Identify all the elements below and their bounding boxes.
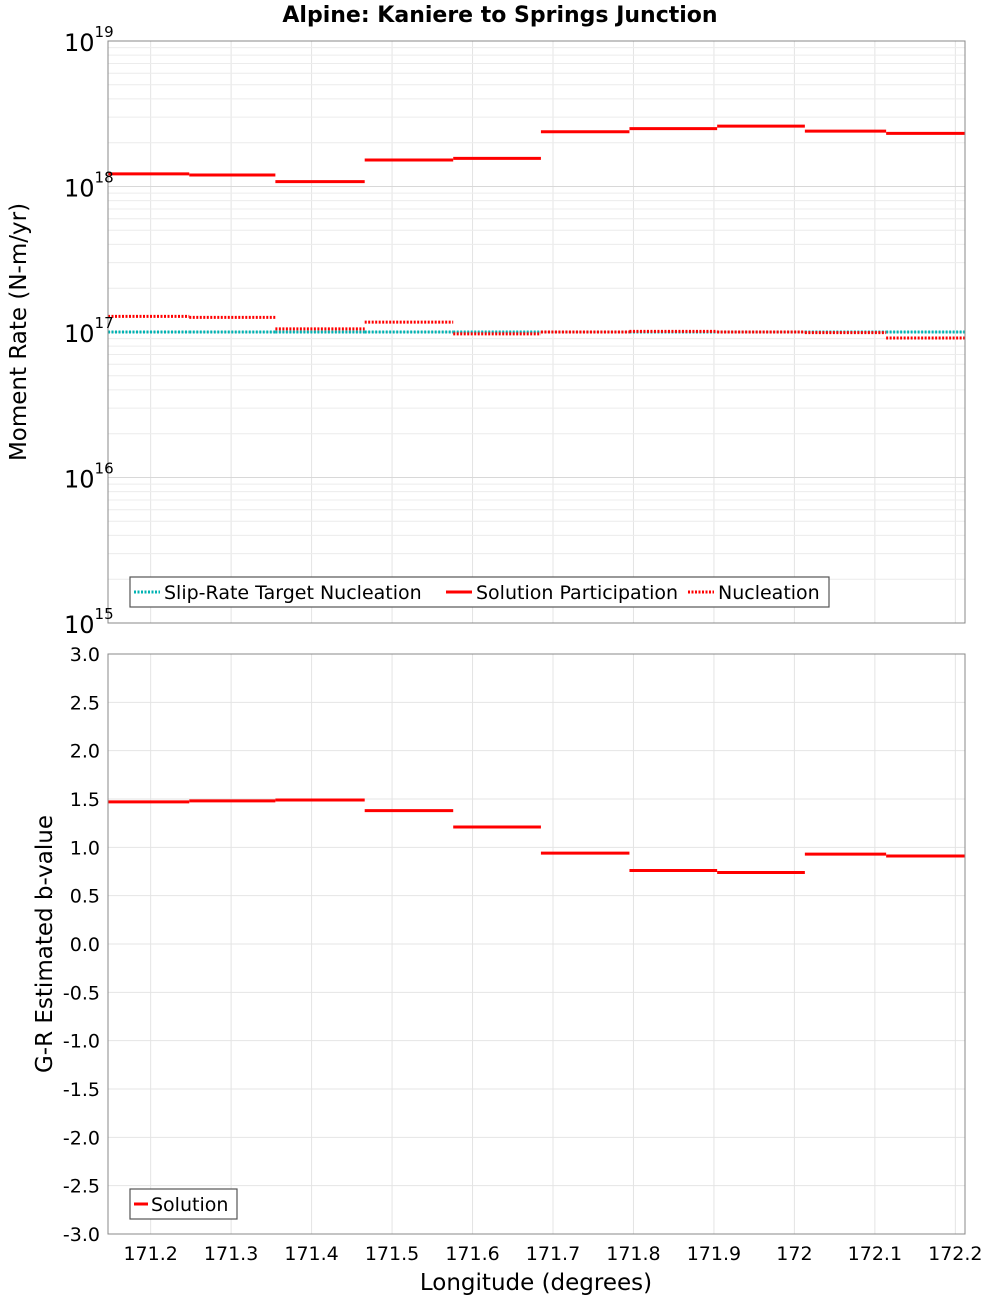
chart-title: Alpine: Kaniere to Springs Junction (282, 3, 717, 28)
top-y-tick-label: 1015 (64, 605, 114, 639)
bottom-y-tick-label: 2.0 (70, 741, 100, 763)
bottom-legend-item: Solution (134, 1194, 228, 1216)
top-y-tick-label: 1017 (64, 314, 114, 348)
top-legend-label: Nucleation (718, 582, 820, 604)
x-tick-label: 171.9 (687, 1243, 741, 1265)
bottom-series-1 (108, 798, 965, 874)
bottom-y-ticks: -3.0 -2.5 -2.0 -1.5 -1.0 -0.5 0.0 0.5 1.0 1.5 2.0 2… (63, 644, 100, 1246)
top-plot-frame (107, 40, 966, 624)
x-tick-label: 171.5 (365, 1243, 419, 1265)
top-y-ticks: 1015 1016 1017 1018 1019 (64, 23, 114, 639)
bottom-y-tick-label: 3.0 (70, 644, 100, 666)
bottom-y-tick-label: -2.5 (63, 1176, 100, 1198)
top-legend-item-3: Nucleation (688, 582, 820, 604)
bottom-y-tick-label: -3.0 (63, 1224, 100, 1246)
x-tick-label: 171.7 (526, 1243, 580, 1265)
top-y-tick-label: 1018 (64, 169, 114, 203)
x-tick-label: 172.1 (848, 1243, 902, 1265)
bottom-y-tick-label: 0.0 (70, 934, 100, 956)
top-legend-item-1: Slip-Rate Target Nucleation (134, 582, 422, 604)
top-legend: Slip-Rate Target Nucleation Solution Part… (129, 576, 830, 608)
bottom-y-tick-label: 0.5 (70, 886, 100, 908)
bottom-y-tick-label: -0.5 (63, 982, 100, 1004)
top-y-axis-label: Moment Rate (N-m/yr) (6, 203, 32, 461)
x-tick-label: 172.2 (928, 1243, 982, 1265)
bottom-y-tick-label: 2.5 (70, 692, 100, 714)
x-ticks: 171.2 171.3 171.4 171.5 171.6 171.7 171.8 171.9… (123, 1243, 982, 1265)
bottom-y-tick-label: -1.0 (63, 1031, 100, 1053)
x-tick-label: 171.8 (606, 1243, 660, 1265)
bottom-legend: Solution (129, 1188, 238, 1220)
top-legend-label: Solution Participation (476, 582, 678, 604)
bottom-series (108, 798, 965, 874)
top-series-2 (108, 124, 965, 184)
bottom-panel: -3.0 -2.5 -2.0 -1.5 -1.0 -0.5 0.0 0.5 1.0 1.5 2.0 2… (32, 644, 983, 1296)
bottom-y-tick-label: 1.0 (70, 837, 100, 859)
top-y-tick-label: 1019 (64, 23, 114, 57)
bottom-y-tick-label: 1.5 (70, 789, 100, 811)
top-legend-item-2: Solution Participation (446, 582, 678, 604)
top-series-3 (108, 314, 965, 340)
x-tick-label: 171.2 (123, 1243, 177, 1265)
bottom-y-tick-label: -1.5 (63, 1079, 100, 1101)
top-legend-label: Slip-Rate Target Nucleation (164, 582, 422, 604)
x-tick-label: 171.6 (445, 1243, 499, 1265)
bottom-y-tick-label: -2.0 (63, 1127, 100, 1149)
bottom-legend-label: Solution (151, 1194, 228, 1216)
x-tick-label: 172 (776, 1243, 812, 1265)
x-axis-label: Longitude (degrees) (420, 1270, 652, 1296)
top-panel: 1015 1016 1017 1018 1019 Moment Rate (N-m/yr… (6, 23, 966, 639)
bottom-plot-frame (107, 653, 966, 1235)
x-tick-label: 171.3 (204, 1243, 258, 1265)
x-tick-label: 171.4 (284, 1243, 338, 1265)
top-series (108, 124, 965, 340)
bottom-y-axis-label: G-R Estimated b-value (32, 815, 58, 1073)
top-y-tick-label: 1016 (64, 460, 114, 494)
